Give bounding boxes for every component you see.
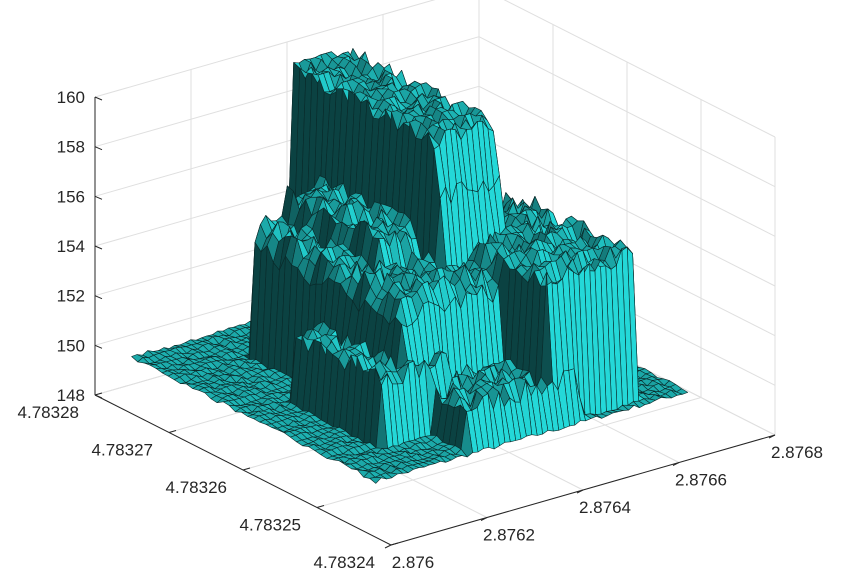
x-tick-label: 2.8768 <box>771 443 823 462</box>
axes <box>94 96 776 549</box>
wall-grid-line <box>503 0 776 138</box>
wall-grid-line <box>478 36 776 188</box>
surface-patch <box>369 476 382 484</box>
y-tick <box>242 467 251 471</box>
z-tick <box>94 295 103 300</box>
surface-patch <box>540 272 553 387</box>
surface-mesh <box>131 48 689 484</box>
y-tick-label: 4.78328 <box>18 403 79 422</box>
x-tick-label: 2.8766 <box>675 471 727 490</box>
y-tick <box>94 392 103 396</box>
z-tick-label: 160 <box>57 88 85 107</box>
y-tick-label: 4.78325 <box>240 516 301 535</box>
z-tick-label: 150 <box>57 336 85 355</box>
x-tick <box>384 544 392 549</box>
wall-grid-line <box>94 0 436 98</box>
z-tick <box>94 195 103 200</box>
z-tick <box>94 344 103 349</box>
x-tick <box>768 434 776 439</box>
z-tick-label: 158 <box>57 138 85 157</box>
z-tick-label: 156 <box>57 187 85 206</box>
x-tick <box>672 462 680 466</box>
y-tick-label: 4.78324 <box>314 553 375 569</box>
z-tick-label: 154 <box>57 237 85 256</box>
tick-labels: 2.876 2.8762 2.8764 2.8766 2.8768 4.78324 4.78… <box>18 88 823 569</box>
floor-grid-line <box>316 397 702 508</box>
x-tick-label: 2.8764 <box>579 498 631 517</box>
z-tick <box>94 394 103 399</box>
z-tick <box>94 146 103 151</box>
y-tick <box>316 505 325 508</box>
z-tick-label: 152 <box>57 287 85 306</box>
y-tick-label: 4.78326 <box>166 478 227 497</box>
x-tick <box>576 489 584 494</box>
wall-grid-line <box>478 85 776 237</box>
surface-patch <box>433 145 446 199</box>
wall-grid-line <box>478 135 776 287</box>
z-tick <box>94 245 103 250</box>
x-tick <box>480 517 488 521</box>
x-tick-label: 2.8762 <box>483 526 535 545</box>
z-tick-label: 148 <box>57 386 85 405</box>
wall-grid-line <box>94 36 480 148</box>
x-tick-label: 2.876 <box>392 553 435 569</box>
y-tick-label: 4.78327 <box>92 441 153 460</box>
y-tick <box>168 430 177 433</box>
y-tick <box>390 542 399 546</box>
z-tick <box>94 96 103 101</box>
